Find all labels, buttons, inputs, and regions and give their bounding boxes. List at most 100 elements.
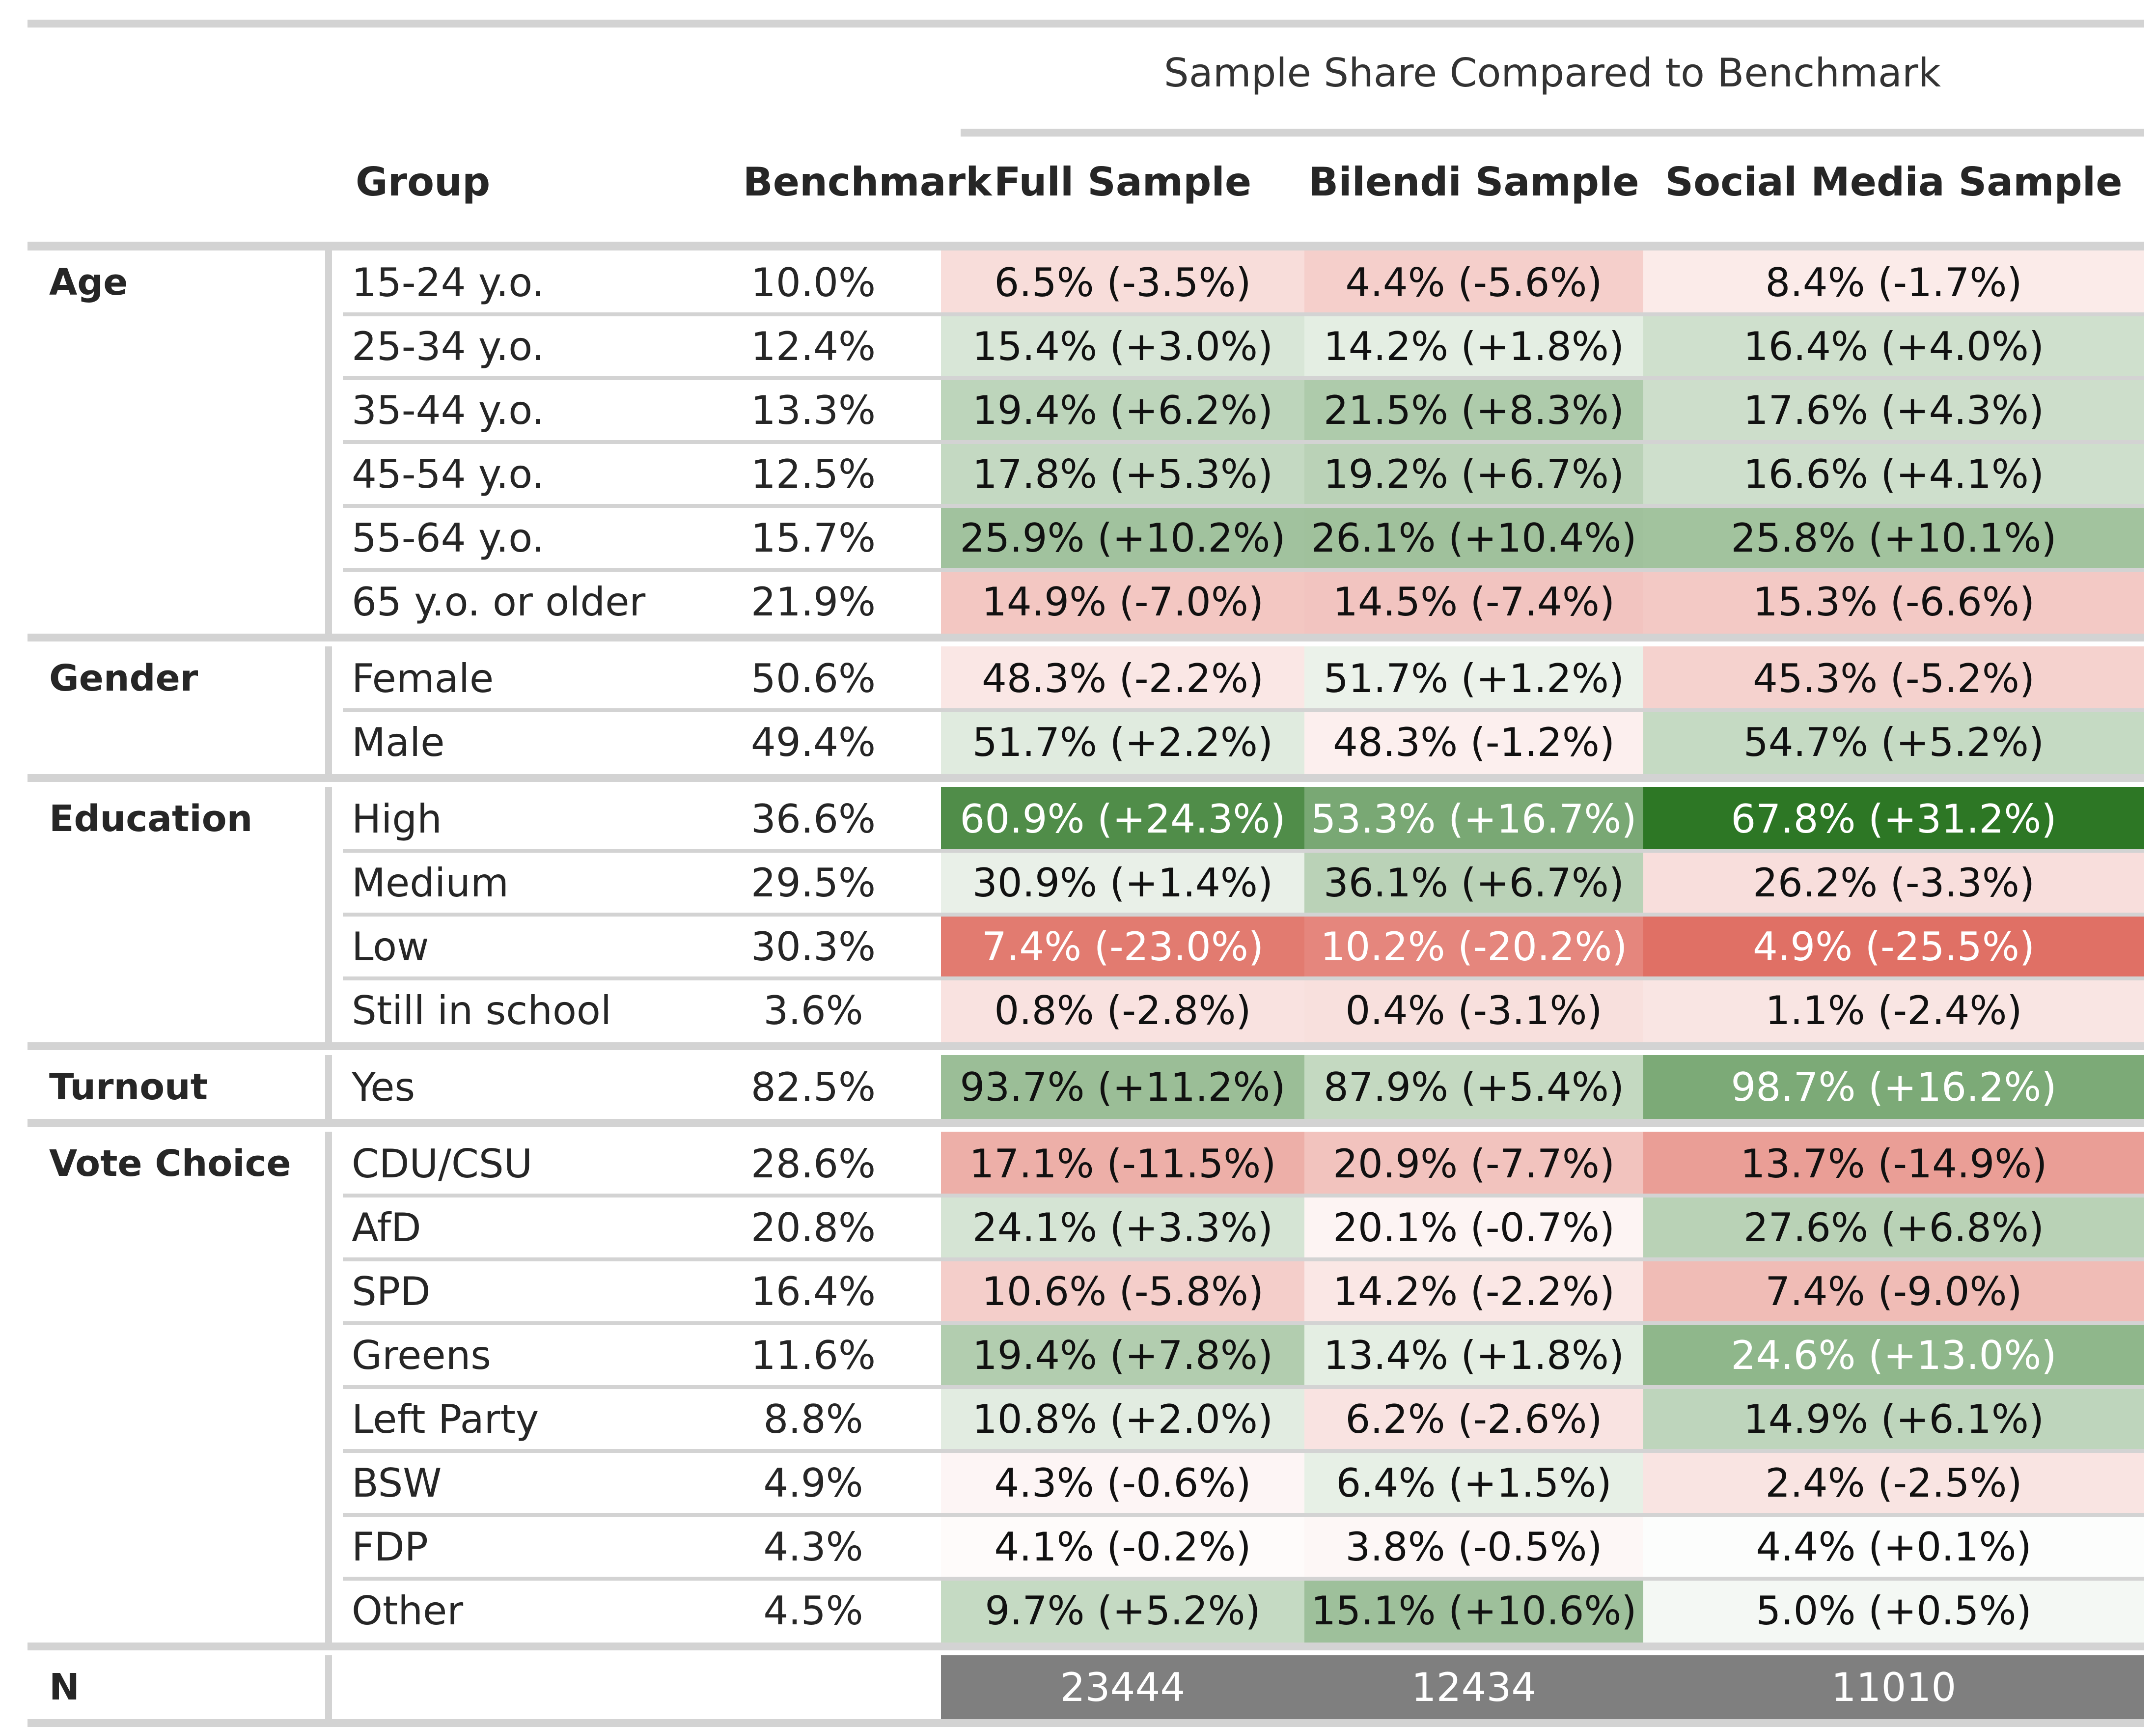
n-bilendi-sample: 12434 bbox=[1304, 1655, 1643, 1719]
social-media-sample-cell: 14.9% (+6.1%) bbox=[1643, 1387, 2144, 1451]
full-sample-cell: 4.1% (-0.2%) bbox=[941, 1515, 1304, 1579]
social-media-sample-cell: 8.4% (-1.7%) bbox=[1643, 251, 2144, 314]
row-divider bbox=[343, 1385, 2144, 1389]
social-media-sample-cell: 1.1% (-2.4%) bbox=[1643, 978, 2144, 1042]
benchmark-cell: 21.9% bbox=[750, 579, 876, 625]
bilendi-sample-cell: 36.1% (+6.7%) bbox=[1304, 851, 1643, 915]
row-divider bbox=[343, 376, 2144, 380]
bilendi-sample-cell: 19.2% (+6.7%) bbox=[1304, 442, 1643, 506]
full-sample-cell: 0.8% (-2.8%) bbox=[941, 978, 1304, 1042]
full-sample-cell: 51.7% (+2.2%) bbox=[941, 710, 1304, 774]
full-sample-cell: 60.9% (+24.3%) bbox=[941, 787, 1304, 851]
group-cell: High bbox=[352, 796, 442, 842]
social-media-sample-cell: 27.6% (+6.8%) bbox=[1643, 1196, 2144, 1259]
row-divider bbox=[343, 1194, 2144, 1198]
row-divider bbox=[343, 568, 2144, 572]
benchmark-cell: 11.6% bbox=[750, 1332, 876, 1378]
social-media-sample-cell: 4.4% (+0.1%) bbox=[1643, 1515, 2144, 1579]
section-rule bbox=[28, 1643, 2144, 1650]
n-label: N bbox=[49, 1666, 80, 1708]
full-sample-cell: 6.5% (-3.5%) bbox=[941, 251, 1304, 314]
benchmark-cell: 28.6% bbox=[750, 1141, 876, 1187]
section-label: Age bbox=[49, 261, 128, 304]
benchmark-cell: 12.4% bbox=[750, 323, 876, 369]
n-full-sample: 23444 bbox=[941, 1655, 1304, 1719]
row-divider bbox=[343, 913, 2144, 917]
group-cell: Still in school bbox=[352, 987, 612, 1033]
bilendi-sample-cell: 15.1% (+10.6%) bbox=[1304, 1579, 1643, 1643]
bilendi-sample-cell: 14.2% (+1.8%) bbox=[1304, 314, 1643, 378]
section-rule bbox=[28, 1119, 2144, 1127]
benchmark-cell: 50.6% bbox=[750, 655, 876, 701]
row-divider bbox=[343, 312, 2144, 316]
social-media-sample-cell: 2.4% (-2.5%) bbox=[1643, 1451, 2144, 1515]
benchmark-cell: 4.9% bbox=[763, 1460, 863, 1506]
group-cell: Greens bbox=[352, 1332, 491, 1378]
row-divider bbox=[343, 1321, 2144, 1325]
bilendi-sample-cell: 87.9% (+5.4%) bbox=[1304, 1055, 1643, 1119]
bilendi-sample-cell: 4.4% (-5.6%) bbox=[1304, 251, 1643, 314]
benchmark-cell: 4.5% bbox=[763, 1588, 863, 1634]
full-sample-cell: 30.9% (+1.4%) bbox=[941, 851, 1304, 915]
row-divider bbox=[343, 1257, 2144, 1261]
header-full-sample: Full Sample bbox=[994, 159, 1252, 205]
section-label: Turnout bbox=[49, 1066, 208, 1108]
full-sample-cell: 14.9% (-7.0%) bbox=[941, 570, 1304, 634]
bottom-rule bbox=[28, 1719, 2144, 1727]
row-divider bbox=[343, 1449, 2144, 1453]
row-divider bbox=[343, 849, 2144, 853]
bilendi-sample-cell: 26.1% (+10.4%) bbox=[1304, 506, 1643, 570]
comparison-table: Sample Share Compared to Benchmark Group… bbox=[28, 20, 2144, 1727]
full-sample-cell: 93.7% (+11.2%) bbox=[941, 1055, 1304, 1119]
full-sample-cell: 17.1% (-11.5%) bbox=[941, 1132, 1304, 1196]
section-rule bbox=[28, 1042, 2144, 1050]
full-sample-cell: 19.4% (+7.8%) bbox=[941, 1323, 1304, 1387]
social-media-sample-cell: 16.6% (+4.1%) bbox=[1643, 442, 2144, 506]
group-cell: FDP bbox=[352, 1524, 428, 1570]
bilendi-sample-cell: 21.5% (+8.3%) bbox=[1304, 378, 1643, 442]
stub-divider bbox=[325, 1055, 332, 1119]
full-sample-cell: 10.8% (+2.0%) bbox=[941, 1387, 1304, 1451]
benchmark-cell: 12.5% bbox=[750, 451, 876, 497]
bilendi-sample-cell: 3.8% (-0.5%) bbox=[1304, 1515, 1643, 1579]
group-cell: 15-24 y.o. bbox=[352, 259, 545, 306]
header-group: Group bbox=[356, 159, 491, 205]
full-sample-cell: 4.3% (-0.6%) bbox=[941, 1451, 1304, 1515]
row-divider bbox=[343, 440, 2144, 444]
social-media-sample-cell: 67.8% (+31.2%) bbox=[1643, 787, 2144, 851]
benchmark-cell: 49.4% bbox=[750, 719, 876, 765]
bilendi-sample-cell: 48.3% (-1.2%) bbox=[1304, 710, 1643, 774]
stub-divider bbox=[325, 646, 332, 774]
benchmark-cell: 36.6% bbox=[750, 796, 876, 842]
social-media-sample-cell: 5.0% (+0.5%) bbox=[1643, 1579, 2144, 1643]
section-rule bbox=[28, 634, 2144, 641]
row-divider bbox=[343, 1513, 2144, 1517]
benchmark-cell: 82.5% bbox=[750, 1064, 876, 1110]
row-divider bbox=[343, 976, 2144, 980]
social-media-sample-cell: 16.4% (+4.0%) bbox=[1643, 314, 2144, 378]
benchmark-cell: 29.5% bbox=[750, 860, 876, 906]
full-sample-cell: 24.1% (+3.3%) bbox=[941, 1196, 1304, 1259]
full-sample-cell: 15.4% (+3.0%) bbox=[941, 314, 1304, 378]
group-cell: SPD bbox=[352, 1268, 431, 1314]
group-cell: 65 y.o. or older bbox=[352, 579, 646, 625]
group-cell: Yes bbox=[352, 1064, 415, 1110]
spanner-title: Sample Share Compared to Benchmark bbox=[1163, 50, 1941, 96]
full-sample-cell: 19.4% (+6.2%) bbox=[941, 378, 1304, 442]
benchmark-cell: 3.6% bbox=[763, 987, 863, 1033]
full-sample-cell: 7.4% (-23.0%) bbox=[941, 915, 1304, 978]
group-cell: Left Party bbox=[352, 1396, 539, 1442]
bilendi-sample-cell: 20.1% (-0.7%) bbox=[1304, 1196, 1643, 1259]
social-media-sample-cell: 54.7% (+5.2%) bbox=[1643, 710, 2144, 774]
full-sample-cell: 25.9% (+10.2%) bbox=[941, 506, 1304, 570]
group-cell: 55-64 y.o. bbox=[352, 515, 545, 561]
group-cell: BSW bbox=[352, 1460, 442, 1506]
group-cell: CDU/CSU bbox=[352, 1141, 533, 1187]
social-media-sample-cell: 98.7% (+16.2%) bbox=[1643, 1055, 2144, 1119]
group-cell: 45-54 y.o. bbox=[352, 451, 545, 497]
header-social-media-sample: Social Media Sample bbox=[1665, 159, 2123, 205]
stub-divider bbox=[325, 1132, 332, 1643]
full-sample-cell: 48.3% (-2.2%) bbox=[941, 646, 1304, 710]
header-benchmark: Benchmark bbox=[743, 159, 992, 205]
bilendi-sample-cell: 6.2% (-2.6%) bbox=[1304, 1387, 1643, 1451]
